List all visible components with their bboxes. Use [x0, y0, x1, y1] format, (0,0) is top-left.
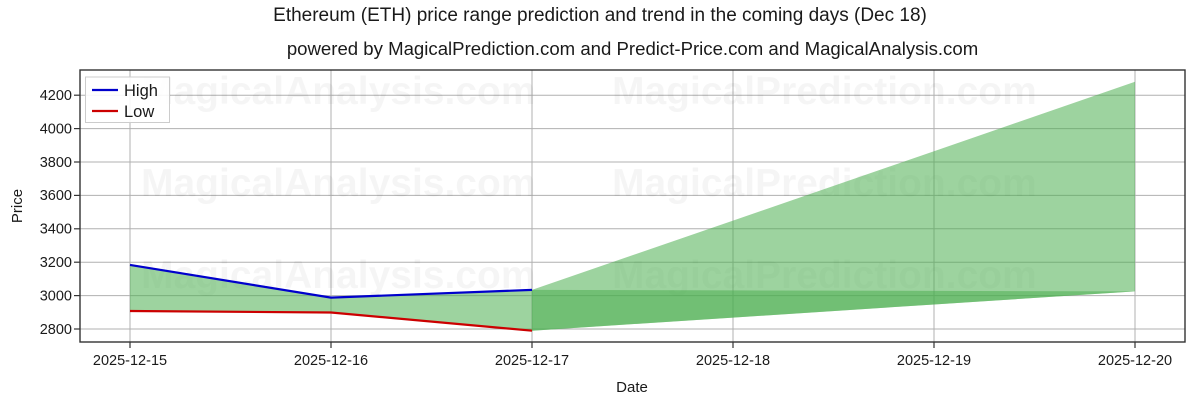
svg-text:3000: 3000	[40, 288, 72, 304]
svg-text:High: High	[124, 82, 158, 100]
svg-text:4000: 4000	[40, 121, 72, 137]
svg-text:3200: 3200	[40, 255, 72, 271]
svg-text:2025-12-17: 2025-12-17	[495, 353, 569, 369]
svg-text:Low: Low	[124, 103, 154, 121]
svg-text:3600: 3600	[40, 188, 72, 204]
svg-text:2025-12-19: 2025-12-19	[897, 353, 971, 369]
svg-text:4200: 4200	[40, 88, 72, 104]
svg-text:2025-12-16: 2025-12-16	[294, 353, 368, 369]
svg-text:Date: Date	[616, 379, 648, 396]
svg-text:MagicalAnalysis.com: MagicalAnalysis.com	[141, 70, 536, 113]
svg-text:2800: 2800	[40, 322, 72, 338]
svg-text:3800: 3800	[40, 155, 72, 171]
svg-text:2025-12-18: 2025-12-18	[696, 353, 770, 369]
svg-text:3400: 3400	[40, 222, 72, 238]
svg-text:MagicalPrediction.com: MagicalPrediction.com	[612, 70, 1037, 113]
svg-text:MagicalAnalysis.com: MagicalAnalysis.com	[141, 162, 536, 205]
svg-text:2025-12-20: 2025-12-20	[1098, 353, 1172, 369]
svg-text:Price: Price	[9, 189, 26, 223]
svg-text:2025-12-15: 2025-12-15	[93, 353, 167, 369]
